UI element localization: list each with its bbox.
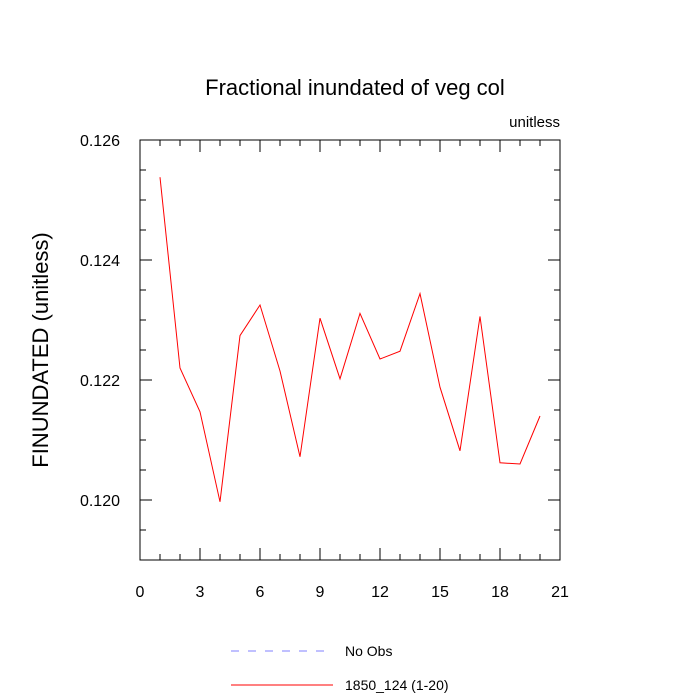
y-tick-label: 0.122 [80, 373, 120, 390]
x-tick-label: 21 [551, 584, 569, 601]
units-label: unitless [509, 114, 560, 131]
x-tick-label: 12 [371, 584, 389, 601]
y-axis-label: FINUNDATED (unitless) [28, 232, 53, 468]
x-tick-label: 6 [256, 584, 265, 601]
x-tick-label: 3 [196, 584, 205, 601]
axis-tick-labels: 0 3 6 9 12 15 18 21 0.120 0.122 0.124 0.126 [80, 133, 569, 601]
y-tick-label: 0.126 [80, 133, 120, 150]
y-tick-label: 0.124 [80, 253, 120, 270]
data-series [159, 177, 541, 502]
x-tick-label: 15 [431, 584, 449, 601]
x-tick-label: 18 [491, 584, 509, 601]
y-tick-label: 0.120 [80, 493, 120, 510]
series-line [159, 177, 541, 502]
legend: No Obs 1850_124 (1-20) [231, 643, 449, 693]
plot-frame [139, 139, 561, 561]
axis-ticks [139, 139, 561, 561]
x-tick-label: 9 [316, 584, 325, 601]
chart-title: Fractional inundated of veg col [205, 75, 505, 100]
legend-label: 1850_124 (1-20) [345, 677, 449, 693]
legend-label: No Obs [345, 643, 392, 659]
x-tick-label: 0 [136, 584, 145, 601]
